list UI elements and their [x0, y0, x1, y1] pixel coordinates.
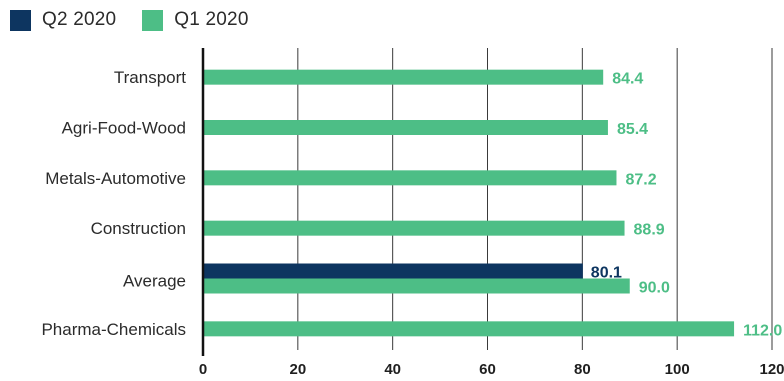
bar-q1-2020-average	[203, 278, 630, 294]
category-label-average: Average	[123, 272, 186, 291]
x-tick-label-0: 0	[199, 361, 207, 378]
legend-item-q2-2020: Q2 2020	[10, 9, 116, 31]
legend-item-q1-2020: Q1 2020	[142, 9, 248, 31]
value-label-q1-2020-agri-food-wood: 85.4	[617, 121, 648, 138]
value-label-q2-2020-average: 80.1	[591, 265, 622, 282]
x-tick-label-120: 120	[759, 361, 784, 378]
category-label-metals-automotive: Metals-Automotive	[45, 169, 186, 188]
x-tick-label-100: 100	[665, 361, 690, 378]
legend-swatch-q1-2020	[142, 9, 164, 31]
category-label-agri-food-wood: Agri-Food-Wood	[62, 119, 186, 138]
legend-label-q1-2020: Q1 2020	[174, 9, 249, 30]
x-tick-label-40: 40	[384, 361, 401, 378]
labels: 0 20 40 60 80 100 120 Transport 84.4 Agri-Food-Wo…	[41, 68, 784, 378]
value-label-q1-2020-construction: 88.9	[634, 222, 665, 239]
value-label-q1-2020-pharma-chemicals: 112.0	[743, 322, 782, 339]
bar-q1-2020-construction	[203, 220, 625, 236]
bars	[203, 69, 735, 337]
x-tick-label-80: 80	[574, 361, 591, 378]
gridlines	[297, 48, 773, 350]
value-label-q1-2020-metals-automotive: 87.2	[625, 171, 656, 188]
bar-q1-2020-agri-food-wood	[203, 120, 608, 135]
bar-q1-2020-pharma-chemicals	[203, 321, 735, 337]
legend: Q2 2020 Q1 2020	[10, 9, 249, 31]
category-label-pharma-chemicals: Pharma-Chemicals	[41, 320, 186, 339]
bar-q1-2020-metals-automotive	[203, 170, 617, 186]
legend-label-q2-2020: Q2 2020	[42, 9, 117, 30]
x-tick-label-20: 20	[289, 361, 306, 378]
value-label-q1-2020-average: 90.0	[639, 280, 670, 297]
value-label-q1-2020-transport: 84.4	[612, 71, 643, 88]
x-tick-label-60: 60	[479, 361, 496, 378]
legend-swatch-q2-2020	[10, 9, 31, 31]
category-label-transport: Transport	[114, 68, 186, 87]
bar-q2-2020-average	[203, 263, 583, 279]
category-label-construction: Construction	[91, 219, 186, 238]
bar-q1-2020-transport	[203, 69, 604, 85]
